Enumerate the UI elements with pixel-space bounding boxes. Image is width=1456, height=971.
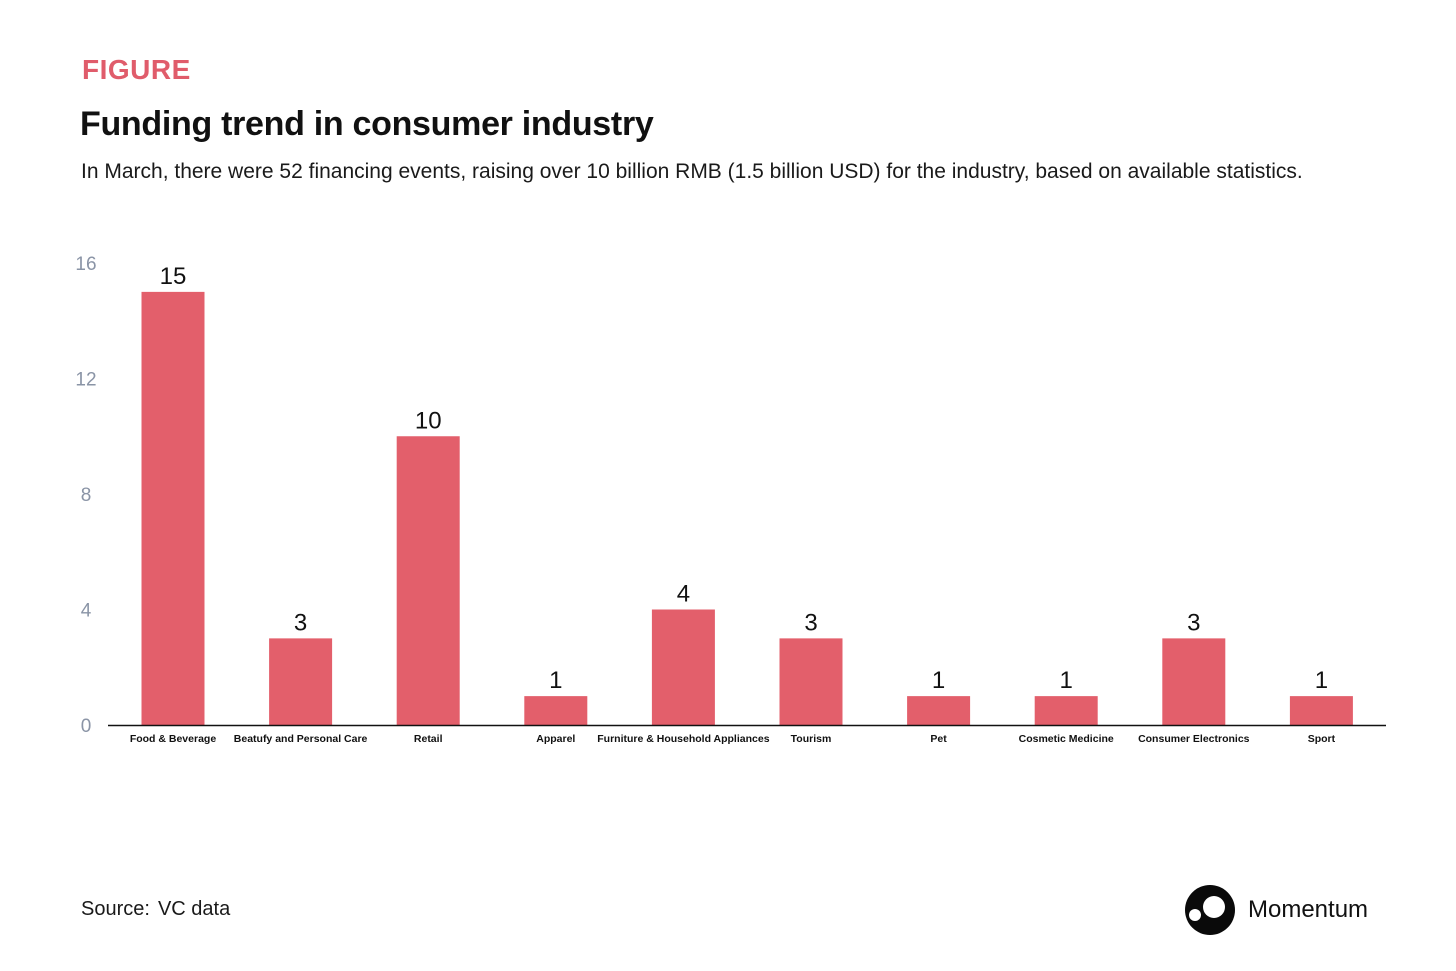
x-tick-label: Pet bbox=[930, 733, 947, 745]
bar-value-label: 1 bbox=[549, 667, 562, 694]
y-tick-label: 16 bbox=[75, 254, 96, 275]
y-tick-label: 8 bbox=[81, 485, 92, 506]
bar bbox=[1034, 696, 1098, 725]
source-value: VC data bbox=[157, 898, 231, 920]
bars bbox=[141, 291, 1353, 725]
bar-value-label: 3 bbox=[1187, 609, 1200, 636]
y-tick-label: 12 bbox=[75, 370, 96, 391]
bar-value-label: 1 bbox=[1060, 667, 1073, 694]
bar-value-label: 3 bbox=[804, 609, 817, 636]
x-tick-label: Apparel bbox=[536, 733, 575, 745]
y-tick-label: 4 bbox=[81, 601, 92, 622]
x-tick-label: Consumer Electronics bbox=[1138, 733, 1250, 745]
chart-subtitle: In March, there were 52 financing events… bbox=[81, 160, 1303, 183]
x-tick-label: Cosmetic Medicine bbox=[1019, 733, 1114, 745]
bar-value-labels: 15 3 10 1 4 3 1 1 3 1 bbox=[160, 263, 1328, 694]
source-label: Source: bbox=[81, 898, 150, 920]
bar bbox=[1289, 696, 1353, 725]
bar bbox=[396, 436, 460, 725]
bar bbox=[524, 696, 588, 725]
bar bbox=[907, 696, 971, 725]
bar-value-label: 4 bbox=[677, 581, 690, 608]
x-axis: Food & Beverage Beatufy and Personal Care… bbox=[108, 724, 1386, 745]
x-tick-label: Food & Beverage bbox=[130, 733, 217, 745]
chart-title: Funding trend in consumer industry bbox=[80, 105, 654, 143]
bar-value-label: 10 bbox=[415, 407, 442, 434]
momentum-logo-icon bbox=[1185, 885, 1235, 935]
bar-value-label: 1 bbox=[1315, 667, 1328, 694]
bar bbox=[141, 291, 205, 725]
bar-value-label: 3 bbox=[294, 609, 307, 636]
x-tick-label: Furniture & Household Appliances bbox=[597, 733, 769, 745]
x-tick-label: Tourism bbox=[791, 733, 832, 745]
bar-value-label: 15 bbox=[160, 263, 187, 290]
figure-eyebrow: FIGURE bbox=[82, 54, 191, 85]
x-tick-label: Sport bbox=[1308, 733, 1336, 745]
bar bbox=[779, 638, 843, 725]
brand: Momentum bbox=[1184, 884, 1368, 936]
source-note: Source: VC data bbox=[81, 898, 230, 921]
bar-value-label: 1 bbox=[932, 667, 945, 694]
bar bbox=[269, 638, 333, 725]
brand-name: Momentum bbox=[1248, 896, 1369, 923]
y-axis: 0 4 8 12 16 bbox=[75, 254, 96, 737]
bar bbox=[651, 609, 715, 725]
x-tick-label: Retail bbox=[414, 733, 443, 745]
x-tick-label: Beatufy and Personal Care bbox=[234, 733, 368, 745]
bar bbox=[1162, 638, 1226, 725]
y-tick-label: 0 bbox=[81, 716, 92, 737]
